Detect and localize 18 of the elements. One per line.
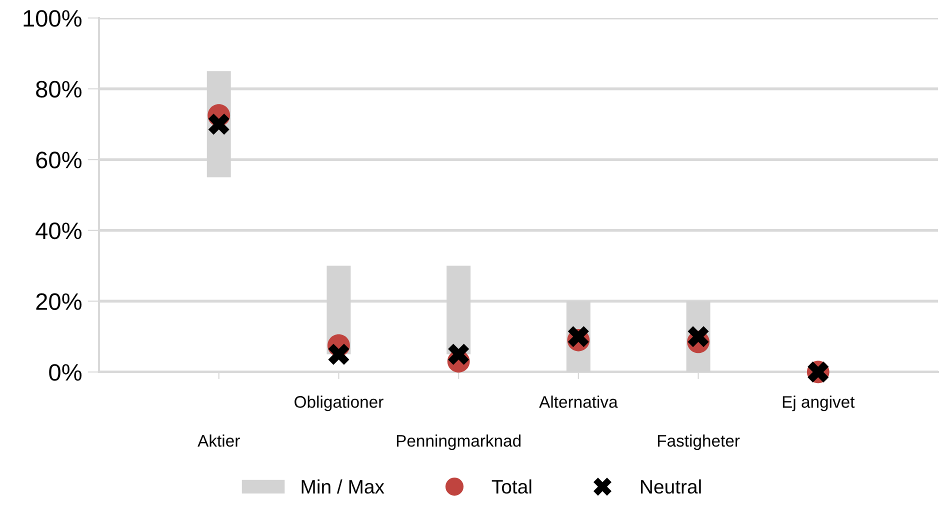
y-tick-label: 80% — [36, 80, 82, 98]
y-tick-label: 60% — [36, 152, 82, 168]
legend-label: Neutral — [641, 479, 701, 494]
x-tick-label: Alternativa — [539, 396, 618, 408]
point — [208, 114, 230, 135]
y-tick-label: 0% — [49, 364, 82, 381]
x-tick-label: Obligationer — [294, 396, 384, 412]
x-tick-label: Penningmarknad — [396, 434, 521, 450]
point — [448, 344, 470, 365]
y-tick-label: 100% — [24, 10, 82, 27]
legend-label: Min / Max — [302, 479, 384, 494]
y-tick-label: 40% — [36, 222, 82, 240]
legend-label: Total — [492, 479, 532, 494]
x-tick-label: Ej angivet — [782, 396, 855, 412]
x-tick-label: Fastigheter — [658, 434, 740, 450]
x-tick-label: Aktier — [198, 434, 240, 447]
y-tick-label: 20% — [36, 293, 82, 310]
point — [328, 344, 350, 365]
